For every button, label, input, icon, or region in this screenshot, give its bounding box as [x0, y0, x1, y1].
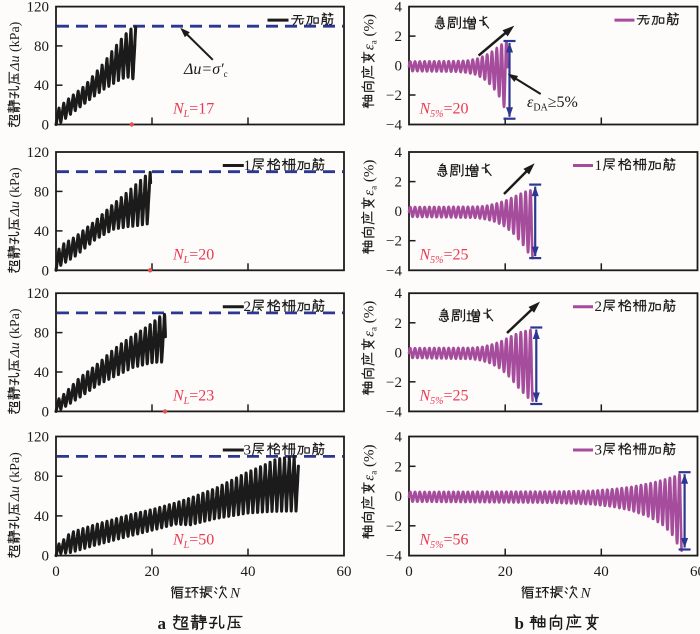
- svg-text:0: 0: [42, 118, 50, 134]
- svg-text:2: 2: [395, 29, 403, 45]
- svg-text:Δu=σ′c: Δu=σ′c: [183, 61, 228, 79]
- svg-text:60: 60: [690, 564, 700, 580]
- svg-text:NL=17: NL=17: [172, 101, 214, 121]
- svg-text:4: 4: [395, 286, 403, 302]
- svg-text:2: 2: [244, 299, 252, 315]
- svg-text:2: 2: [395, 459, 403, 475]
- svg-text:Δu (kPa): Δu (kPa): [8, 167, 23, 217]
- svg-text:4: 4: [395, 145, 403, 161]
- svg-text:−2: −2: [386, 519, 402, 535]
- svg-text:Δu (kPa): Δu (kPa): [8, 452, 23, 502]
- svg-text:1: 1: [595, 158, 603, 174]
- svg-text:2: 2: [395, 316, 403, 332]
- svg-text:b: b: [515, 614, 524, 633]
- svg-text:εa (%): εa (%): [362, 14, 379, 50]
- svg-text:2: 2: [595, 299, 603, 315]
- svg-text:N: N: [580, 586, 592, 602]
- svg-text:0: 0: [42, 263, 50, 279]
- svg-text:εDA≥5%: εDA≥5%: [527, 94, 578, 114]
- svg-text:N5%=56: N5%=56: [419, 532, 469, 552]
- svg-text:80: 80: [34, 326, 49, 342]
- svg-text:40: 40: [34, 365, 49, 381]
- svg-text:Δu (kPa): Δu (kPa): [8, 21, 23, 71]
- svg-text:−4: −4: [386, 404, 402, 420]
- svg-text:120: 120: [27, 430, 50, 446]
- svg-text:NL=50: NL=50: [172, 532, 214, 552]
- svg-text:εa (%): εa (%): [362, 301, 379, 337]
- svg-text:N: N: [229, 586, 241, 602]
- svg-text:120: 120: [27, 286, 50, 302]
- svg-text:0: 0: [42, 549, 50, 565]
- svg-text:40: 40: [594, 564, 609, 580]
- svg-text:0: 0: [395, 204, 403, 220]
- svg-text:80: 80: [34, 39, 49, 55]
- svg-text:120: 120: [27, 145, 50, 161]
- svg-text:−2: −2: [386, 234, 402, 250]
- svg-text:40: 40: [241, 564, 256, 580]
- svg-text:N5%=25: N5%=25: [419, 246, 469, 266]
- svg-text:N5%=25: N5%=25: [419, 387, 469, 407]
- svg-text:80: 80: [34, 469, 49, 485]
- svg-text:a: a: [158, 614, 167, 633]
- svg-text:80: 80: [34, 184, 49, 200]
- svg-text:εa (%): εa (%): [362, 445, 379, 481]
- svg-text:3: 3: [244, 443, 252, 459]
- svg-text:NL=20: NL=20: [172, 246, 214, 266]
- svg-text:−2: −2: [386, 88, 402, 104]
- svg-text:40: 40: [34, 78, 49, 94]
- svg-text:−2: −2: [386, 375, 402, 391]
- svg-text:0: 0: [395, 489, 403, 505]
- svg-text:20: 20: [145, 564, 160, 580]
- svg-text:N5%=20: N5%=20: [419, 101, 469, 121]
- svg-text:−4: −4: [386, 549, 402, 565]
- svg-text:NL=23: NL=23: [172, 387, 214, 407]
- svg-text:−4: −4: [386, 118, 402, 134]
- svg-text:−4: −4: [386, 263, 402, 279]
- svg-text:Δu (kPa): Δu (kPa): [8, 308, 23, 358]
- svg-text:60: 60: [337, 564, 352, 580]
- svg-text:εa (%): εa (%): [362, 160, 379, 196]
- svg-text:1: 1: [244, 158, 252, 174]
- svg-text:3: 3: [595, 443, 603, 459]
- svg-text:0: 0: [395, 59, 403, 75]
- svg-text:0: 0: [405, 564, 413, 580]
- svg-text:40: 40: [34, 224, 49, 240]
- svg-text:120: 120: [27, 0, 50, 16]
- svg-text:0: 0: [52, 564, 60, 580]
- svg-text:2: 2: [395, 175, 403, 191]
- svg-text:40: 40: [34, 509, 49, 525]
- svg-text:0: 0: [395, 345, 403, 361]
- svg-text:20: 20: [498, 564, 513, 580]
- svg-text:0: 0: [42, 404, 50, 420]
- svg-text:4: 4: [395, 430, 403, 446]
- svg-text:4: 4: [395, 0, 403, 16]
